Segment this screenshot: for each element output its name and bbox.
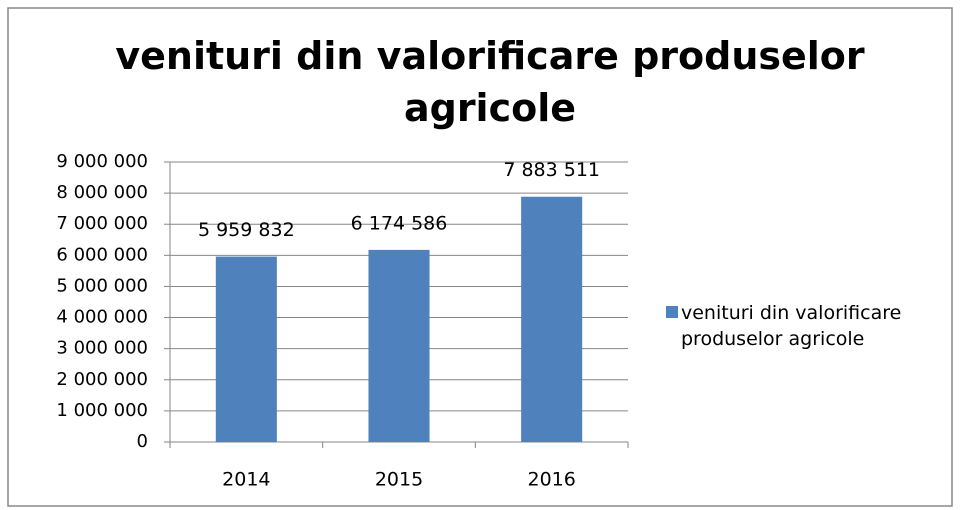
bar <box>368 249 430 442</box>
y-tick-label: 3 000 000 <box>56 338 148 359</box>
data-label: 7 883 511 <box>503 159 600 181</box>
y-tick-label: 9 000 000 <box>56 151 148 172</box>
data-label: 5 959 832 <box>198 219 295 241</box>
x-tick-label: 2014 <box>222 469 270 491</box>
x-tick-label: 2016 <box>527 469 575 491</box>
y-tick-label: 5 000 000 <box>56 275 148 296</box>
y-tick-label: 2 000 000 <box>56 369 148 390</box>
x-tick-label: 2015 <box>375 469 423 491</box>
y-tick-label: 1 000 000 <box>56 400 148 421</box>
bar <box>215 256 277 442</box>
y-tick-label: 6 000 000 <box>56 244 148 265</box>
y-tick-label: 7 000 000 <box>56 213 148 234</box>
legend-swatch <box>666 306 678 318</box>
legend-label: venituri din valorificare produselor agr… <box>681 302 902 350</box>
chart-border <box>7 7 953 507</box>
bar <box>521 196 583 442</box>
y-tick-label: 4 000 000 <box>56 307 148 328</box>
data-label: 6 174 586 <box>351 212 448 234</box>
y-tick-label: 0 <box>137 431 148 452</box>
chart-title: venituri din valorificare produselor agr… <box>115 34 865 130</box>
y-tick-label: 8 000 000 <box>56 182 148 203</box>
